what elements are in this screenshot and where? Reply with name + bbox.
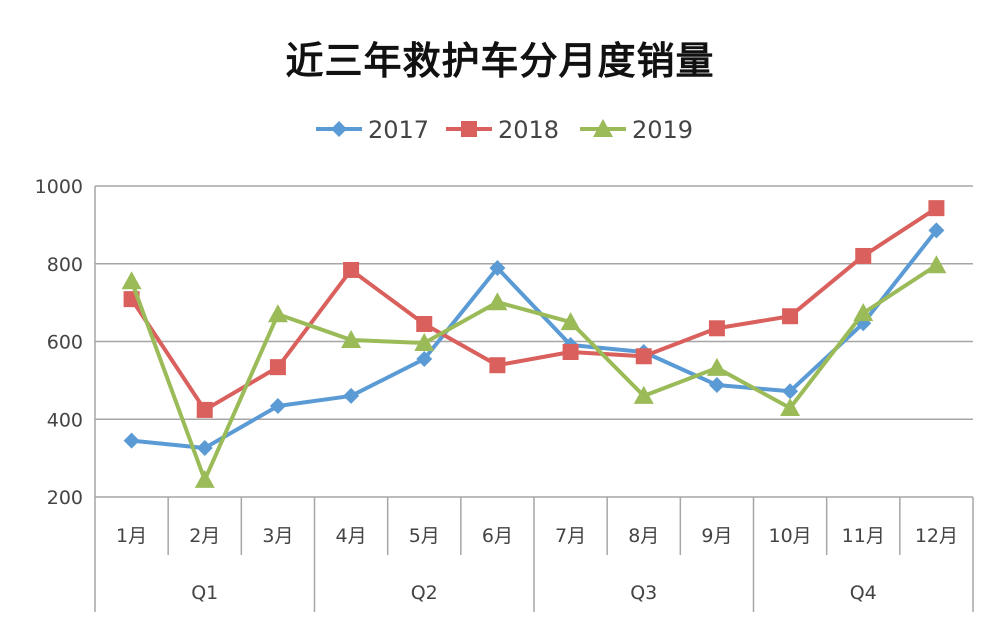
data-point-2017 [269,398,286,415]
x-tick-label: 4月 [336,525,367,547]
x-tick-label: 1月 [116,525,147,547]
data-point-2019 [121,271,142,290]
data-point-2017 [928,222,945,239]
x-tick-label: 12月 [915,525,958,547]
data-point-2018 [489,357,506,374]
data-point-2018 [416,316,433,333]
data-point-2018 [855,247,872,264]
data-point-2019 [560,312,581,331]
data-point-2017 [708,377,725,394]
x-tick-label: 2月 [189,525,220,547]
data-point-2019 [194,469,215,488]
x-tick-label: 5月 [409,525,440,547]
data-point-2017 [782,383,799,400]
x-tick-label: 11月 [842,525,885,547]
data-point-2019 [780,397,801,416]
data-point-2019 [706,357,727,376]
data-point-2018 [635,348,652,365]
series-line-2019 [129,263,938,482]
y-tick-label: 800 [47,254,83,276]
data-point-2018 [928,200,945,217]
data-point-2018 [269,359,286,376]
chart-title: 近三年救护车分月度销量 [285,39,715,83]
data-point-2017 [123,432,140,449]
x-tick-label: 9月 [701,525,732,547]
legend-label: 2019 [632,116,693,144]
data-point-2018 [343,261,360,278]
quarter-label: Q1 [191,582,218,604]
data-point-2019 [267,304,288,323]
x-tick-label: 10月 [768,525,811,547]
series-line-2018 [129,206,938,412]
legend-marker-2019 [593,119,613,137]
series-line-2017 [131,229,938,451]
data-point-2017 [416,350,433,367]
data-point-2018 [708,320,725,337]
y-tick-label: 200 [47,487,83,509]
data-point-2017 [489,260,506,277]
data-point-2018 [562,343,579,360]
legend-label: 2018 [498,116,559,144]
x-tick-label: 8月 [628,525,659,547]
data-point-2019 [341,329,362,348]
data-point-2019 [926,255,947,274]
legend-marker-2018 [461,121,477,137]
y-tick-label: 600 [47,332,83,354]
quarter-label: Q2 [411,582,438,604]
data-point-2019 [487,292,508,311]
data-point-2018 [782,308,799,325]
legend-label: 2017 [368,116,429,144]
data-point-2019 [853,303,874,322]
y-tick-label: 1000 [35,176,83,198]
data-point-2019 [633,385,654,404]
data-point-2019 [414,333,435,352]
quarter-label: Q3 [630,582,657,604]
data-point-2018 [196,401,213,418]
legend-marker-2017 [331,121,347,137]
data-point-2017 [343,387,360,404]
x-tick-label: 6月 [482,525,513,547]
x-tick-label: 3月 [262,525,293,547]
data-point-2017 [196,440,213,457]
y-tick-label: 400 [47,409,83,431]
x-tick-label: 7月 [555,525,586,547]
quarter-label: Q4 [850,582,877,604]
